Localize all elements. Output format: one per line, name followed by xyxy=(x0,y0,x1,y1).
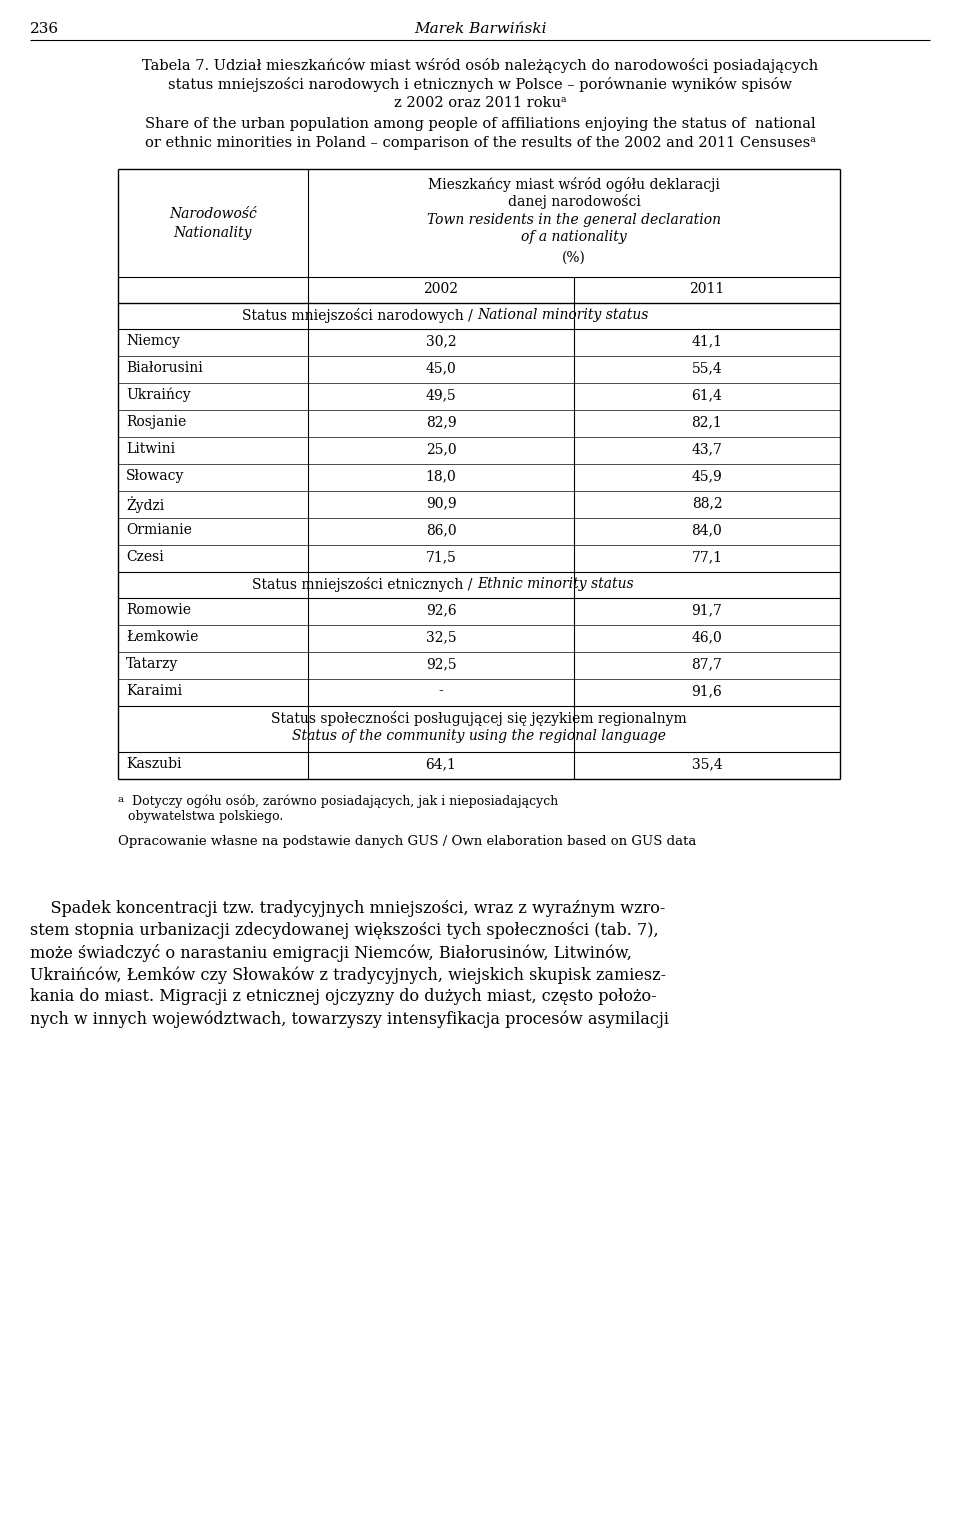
Text: 87,7: 87,7 xyxy=(691,657,723,671)
Text: Share of the urban population among people of affiliations enjoying the status o: Share of the urban population among peop… xyxy=(145,117,815,132)
Text: 90,9: 90,9 xyxy=(425,497,456,510)
Text: of a nationality: of a nationality xyxy=(521,230,627,244)
Text: 86,0: 86,0 xyxy=(425,522,456,537)
Text: Mieszkańcy miast wśród ogółu deklaracji: Mieszkańcy miast wśród ogółu deklaracji xyxy=(428,177,720,192)
Text: status mniejszości narodowych i etnicznych w Polsce – porównanie wyników spisów: status mniejszości narodowych i etniczny… xyxy=(168,77,792,92)
Text: Białorusini: Białorusini xyxy=(126,360,203,375)
Text: Nationality: Nationality xyxy=(174,226,252,241)
Text: 61,4: 61,4 xyxy=(691,388,723,403)
Text: 41,1: 41,1 xyxy=(691,335,723,348)
Text: 92,6: 92,6 xyxy=(425,603,456,618)
Text: Słowacy: Słowacy xyxy=(126,469,184,483)
Text: Romowie: Romowie xyxy=(126,603,191,618)
Text: Ormianie: Ormianie xyxy=(126,522,192,537)
Text: stem stopnia urbanizacji zdecydowanej większości tych społeczności (tab. 7),: stem stopnia urbanizacji zdecydowanej wi… xyxy=(30,922,659,939)
Text: 46,0: 46,0 xyxy=(691,630,722,643)
Text: Status of the community using the regional language: Status of the community using the region… xyxy=(292,730,666,743)
Text: 84,0: 84,0 xyxy=(691,522,722,537)
Text: Opracowanie własne na podstawie danych GUS / Own elaboration based on GUS data: Opracowanie własne na podstawie danych G… xyxy=(118,836,696,848)
Text: Status społeczności posługującej się językiem regionalnym: Status społeczności posługującej się jęz… xyxy=(271,712,686,727)
Text: 30,2: 30,2 xyxy=(425,335,456,348)
Text: Karaimi: Karaimi xyxy=(126,684,182,698)
Text: 236: 236 xyxy=(30,23,60,36)
Text: a: a xyxy=(118,795,124,804)
Text: Żydzi: Żydzi xyxy=(126,497,164,513)
Text: Litwini: Litwini xyxy=(126,442,175,456)
Text: z 2002 oraz 2011 rokuᵃ: z 2002 oraz 2011 rokuᵃ xyxy=(394,95,566,111)
Text: 35,4: 35,4 xyxy=(691,757,722,771)
Text: może świadczyć o narastaniu emigracji Niemców, Białorusinów, Litwinów,: może świadczyć o narastaniu emigracji Ni… xyxy=(30,945,632,961)
Text: Łemkowie: Łemkowie xyxy=(126,630,199,643)
Text: 2002: 2002 xyxy=(423,282,459,297)
Text: 91,7: 91,7 xyxy=(691,603,723,618)
Text: Tabela 7. Udział mieszkańców miast wśród osób należących do narodowości posiadaj: Tabela 7. Udział mieszkańców miast wśród… xyxy=(142,58,818,73)
Text: 2011: 2011 xyxy=(689,282,725,297)
Text: Status mniejszości narodowych / National minority status: Status mniejszości narodowych / National… xyxy=(276,307,683,322)
Text: Ethnic minority status: Ethnic minority status xyxy=(477,577,634,590)
Text: Dotyczy ogółu osób, zarówno posiadających, jak i nieposiadających: Dotyczy ogółu osób, zarówno posiadającyc… xyxy=(128,795,559,808)
Text: 25,0: 25,0 xyxy=(425,442,456,456)
Text: Czesi: Czesi xyxy=(126,550,164,565)
Text: Kaszubi: Kaszubi xyxy=(126,757,181,771)
Text: Tatarzy: Tatarzy xyxy=(126,657,179,671)
Text: Rosjanie: Rosjanie xyxy=(126,415,186,428)
Text: 77,1: 77,1 xyxy=(691,550,723,565)
Text: 55,4: 55,4 xyxy=(691,360,722,375)
Text: Ukraińców, Łemków czy Słowaków z tradycyjnych, wiejskich skupisk zamiesz-: Ukraińców, Łemków czy Słowaków z tradycy… xyxy=(30,966,666,984)
Text: Niemcy: Niemcy xyxy=(126,335,180,348)
Text: or ethnic minorities in Poland – comparison of the results of the 2002 and 2011 : or ethnic minorities in Poland – compari… xyxy=(145,136,815,150)
Text: 82,1: 82,1 xyxy=(691,415,722,428)
Text: 18,0: 18,0 xyxy=(425,469,456,483)
Text: kania do miast. Migracji z etnicznej ojczyzny do dużych miast, często położo-: kania do miast. Migracji z etnicznej ojc… xyxy=(30,989,657,1005)
Text: nych w innych województwach, towarzyszy intensyfikacja procesów asymilacji: nych w innych województwach, towarzyszy … xyxy=(30,1010,669,1028)
Text: 49,5: 49,5 xyxy=(425,388,456,403)
Text: danej narodowości: danej narodowości xyxy=(508,194,640,209)
Text: 43,7: 43,7 xyxy=(691,442,723,456)
Text: Status mniejszości narodowych /: Status mniejszości narodowych / xyxy=(242,307,477,322)
Text: obywatelstwa polskiego.: obywatelstwa polskiego. xyxy=(128,810,283,824)
Text: Marek Barwiński: Marek Barwiński xyxy=(414,23,546,36)
Text: 82,9: 82,9 xyxy=(425,415,456,428)
Text: 45,0: 45,0 xyxy=(425,360,456,375)
Text: Narodowość: Narodowość xyxy=(169,207,257,221)
Text: 91,6: 91,6 xyxy=(691,684,722,698)
Text: 32,5: 32,5 xyxy=(425,630,456,643)
Text: National minority status: National minority status xyxy=(477,307,648,322)
Text: 88,2: 88,2 xyxy=(692,497,722,510)
Text: Spadek koncentracji tzw. tradycyjnych mniejszości, wraz z wyraźnym wzro-: Spadek koncentracji tzw. tradycyjnych mn… xyxy=(30,899,665,917)
Text: 92,5: 92,5 xyxy=(425,657,456,671)
Text: Ukraińcy: Ukraińcy xyxy=(126,388,191,403)
Text: (%): (%) xyxy=(562,251,586,265)
Text: -: - xyxy=(439,684,444,698)
Text: Status mniejszości etnicznych /: Status mniejszości etnicznych / xyxy=(252,577,477,592)
Text: Town residents in the general declaration: Town residents in the general declaratio… xyxy=(427,213,721,227)
Text: 71,5: 71,5 xyxy=(425,550,456,565)
Text: 45,9: 45,9 xyxy=(691,469,722,483)
Text: 64,1: 64,1 xyxy=(425,757,456,771)
